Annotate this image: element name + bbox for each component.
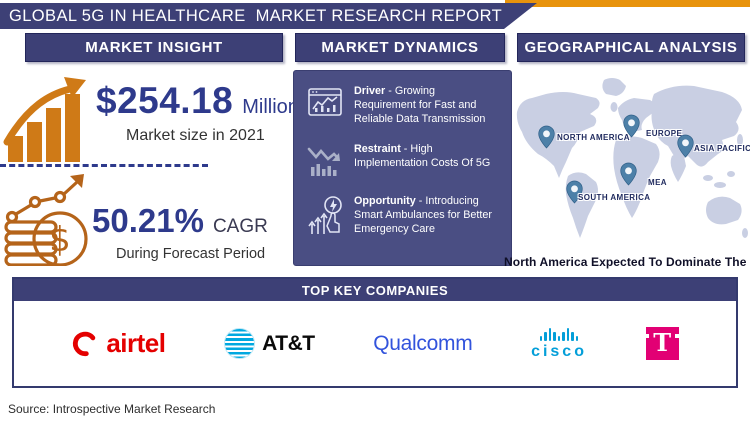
cagr-caption: During Forecast Period	[116, 246, 266, 262]
att-wordmark: AT&T	[262, 331, 315, 355]
qualcomm-wordmark: Qualcomm	[373, 331, 473, 355]
market-dynamics-panel: Driver - Growing Requirement for Fast an…	[293, 70, 512, 266]
cisco-wordmark: cisco	[531, 342, 587, 360]
company-logos-row: airtel AT&T Qualcomm cisco T	[14, 301, 736, 386]
market-size-caption: Market size in 2021	[126, 127, 265, 144]
source-note: Source: Introspective Market Research	[8, 402, 216, 416]
svg-text:$: $	[49, 220, 71, 260]
dynamics-item-restraint: Restraint - High Implementation Costs Of…	[306, 142, 503, 178]
world-map: NORTH AMERICA EUROPE ASIA PACIFIC MEA SO…	[512, 70, 750, 255]
cisco-bars-icon	[539, 327, 579, 341]
idea-hand-icon	[306, 194, 344, 236]
location-pin-europe	[623, 114, 640, 138]
region-label-north-america: NORTH AMERICA	[557, 133, 630, 142]
section-title-market-dynamics: MARKET DYNAMICS	[295, 33, 505, 62]
cagr-value-row: 50.21% CAGR	[92, 202, 268, 240]
att-globe-icon	[224, 328, 256, 359]
geographical-analysis-title-text: GEOGRAPHICAL ANALYSIS	[524, 39, 738, 56]
dynamics-item-label: Opportunity	[354, 195, 416, 208]
section-title-geographical-analysis: GEOGRAPHICAL ANALYSIS	[517, 33, 745, 62]
telekom-t-letter: T	[653, 328, 672, 357]
logo-att: AT&T	[224, 328, 315, 359]
top-accent-stripe	[505, 0, 750, 7]
geo-dominance-caption: North America Expected To Dominate The M…	[504, 255, 750, 269]
airtel-swoosh-icon	[73, 331, 96, 356]
coins-cagr-icon: $	[4, 174, 88, 266]
market-size-value-row: $254.18 Million	[96, 80, 299, 122]
market-size-value: $254.18	[96, 80, 234, 121]
declining-chart-icon	[306, 142, 344, 178]
dynamics-item-text: Driver - Growing Requirement for Fast an…	[354, 85, 486, 126]
region-label-asia-pacific: ASIA PACIFIC	[694, 144, 750, 153]
market-dynamics-title-text: MARKET DYNAMICS	[321, 39, 479, 56]
logo-cisco: cisco	[531, 327, 587, 361]
dynamics-item-text: Restraint - High Implementation Costs Of…	[354, 143, 491, 170]
top-key-companies-title: TOP KEY COMPANIES	[301, 282, 449, 298]
top-key-companies-bar: TOP KEY COMPANIES	[14, 279, 736, 301]
logo-deutsche-telekom: T	[645, 327, 679, 360]
dashed-divider	[0, 164, 208, 167]
dynamics-item-text: Opportunity - Introducing Smart Ambulanc…	[354, 195, 493, 236]
report-header: GLOBAL 5G IN HEALTHCARE MARKET RESEARCH …	[0, 3, 537, 29]
dynamics-item-opportunity: Opportunity - Introducing Smart Ambulanc…	[306, 194, 503, 236]
logo-airtel: airtel	[71, 328, 166, 359]
airtel-wordmark: airtel	[106, 328, 166, 358]
telekom-dot	[645, 334, 650, 338]
section-title-market-insight: MARKET INSIGHT	[25, 33, 283, 62]
market-size-unit: Million	[242, 96, 299, 118]
telekom-dot	[675, 334, 679, 338]
logo-qualcomm: Qualcomm	[373, 332, 472, 356]
growth-bar-chart-icon	[3, 77, 86, 162]
region-label-south-america: SOUTH AMERICA	[578, 193, 651, 202]
report-title: GLOBAL 5G IN HEALTHCARE MARKET RESEARCH …	[9, 6, 503, 25]
dynamics-item-label: Driver	[354, 85, 386, 97]
cagr-label: CAGR	[212, 216, 268, 237]
location-pin-asia-pacific	[677, 134, 694, 158]
cagr-value: 50.21%	[92, 202, 204, 239]
region-label-europe: EUROPE	[646, 129, 683, 138]
region-label-mea: MEA	[648, 178, 667, 187]
browser-chart-icon	[306, 84, 344, 120]
location-pin-mea	[620, 162, 637, 186]
market-insight-title-text: MARKET INSIGHT	[85, 39, 223, 56]
location-pin-north-america	[538, 125, 555, 149]
top-key-companies-section: TOP KEY COMPANIES airtel AT&T Qualcomm	[12, 277, 738, 388]
dynamics-item-label: Restraint	[354, 143, 401, 156]
location-pin-south-america	[566, 180, 583, 204]
dynamics-item-driver: Driver - Growing Requirement for Fast an…	[306, 84, 503, 126]
